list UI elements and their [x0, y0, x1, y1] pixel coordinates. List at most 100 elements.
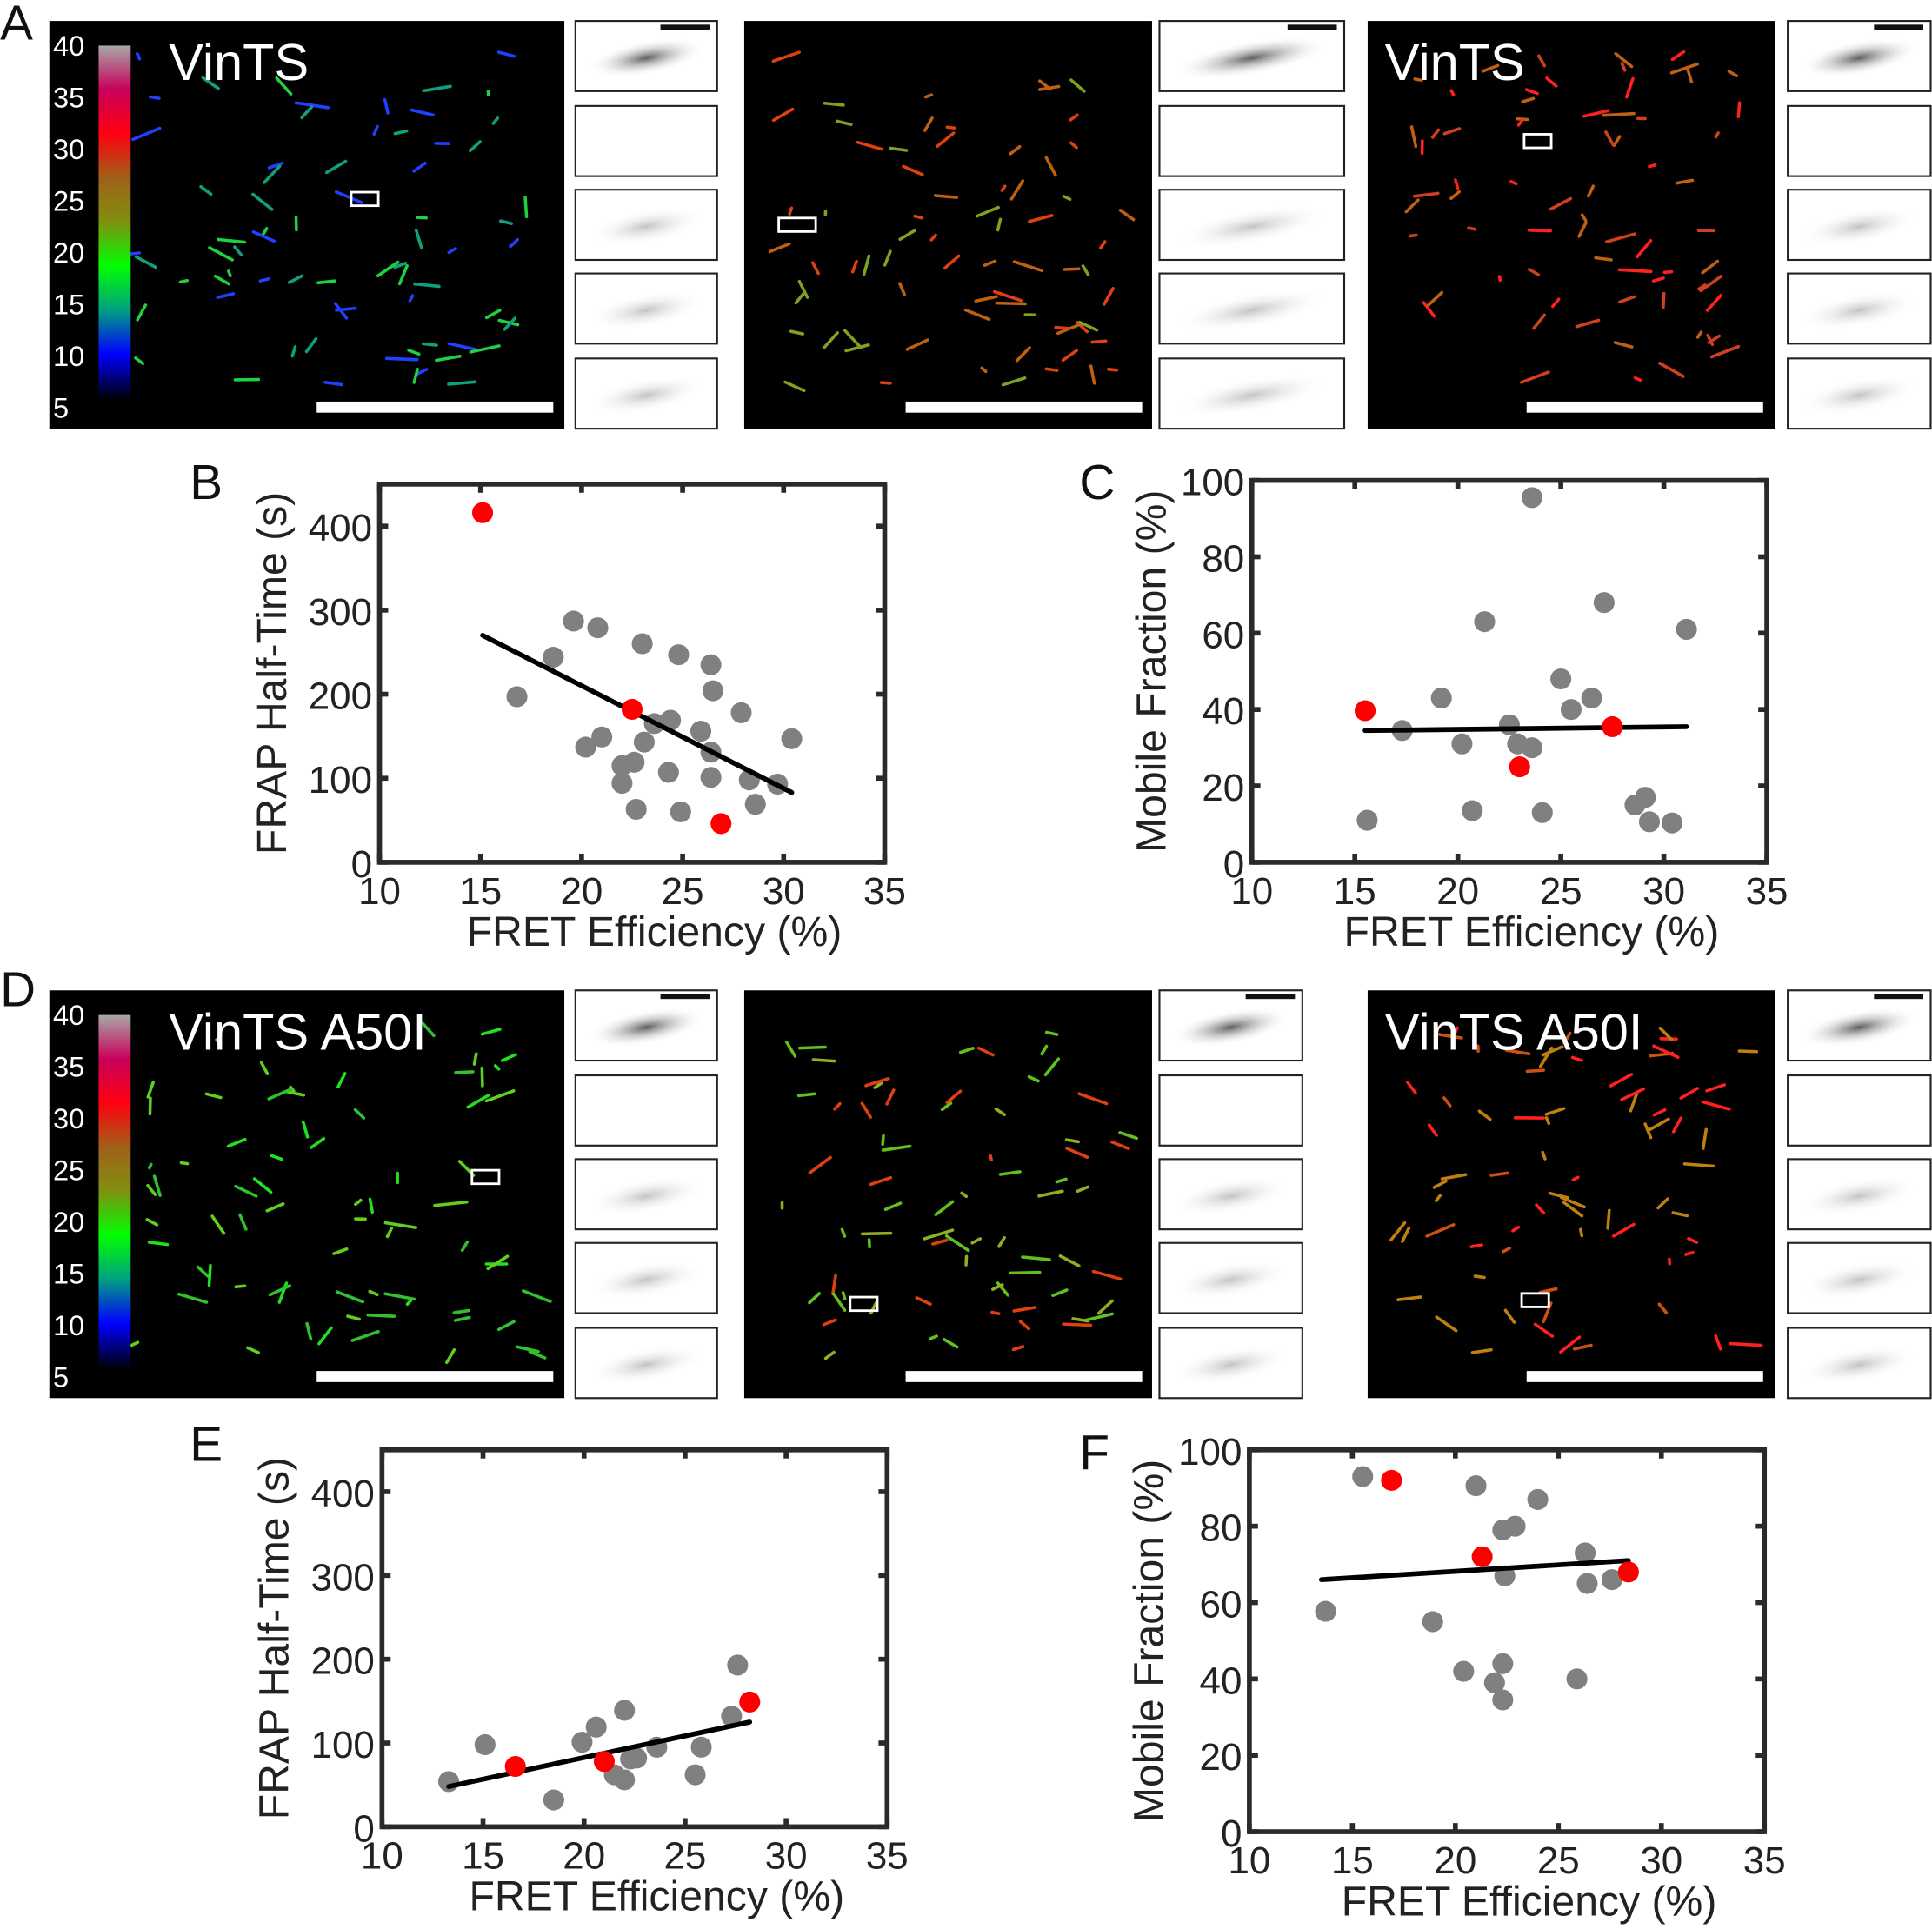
adhesion-streak — [447, 247, 457, 255]
adhesion-streak — [204, 1092, 223, 1100]
adhesion-streak — [290, 345, 297, 358]
data-point-red — [710, 813, 732, 835]
adhesion-streak — [1409, 125, 1418, 149]
adhesion-streak — [823, 1350, 836, 1360]
data-point-gray — [575, 736, 596, 758]
colorbar-tick-label: 25 — [53, 184, 84, 216]
adhesion-streak — [134, 356, 145, 366]
adhesion-streak — [1404, 198, 1420, 214]
adhesion-streak — [383, 97, 390, 115]
adhesion-streak — [199, 184, 213, 196]
adhesion-signal — [1171, 1260, 1290, 1300]
adhesion-streak — [980, 366, 988, 374]
adhesion-signal — [587, 1007, 705, 1048]
adhesion-streak — [993, 289, 1023, 303]
adhesion-streak — [252, 1177, 273, 1194]
x-tick-label: 25 — [1540, 870, 1582, 913]
data-point-gray — [1638, 811, 1661, 833]
adhesion-streak — [246, 1346, 260, 1354]
adhesion-streak — [414, 228, 423, 249]
data-point-gray — [668, 644, 690, 666]
adhesion-streak — [433, 1200, 469, 1207]
adhesion-streak — [945, 125, 956, 130]
adhesion-streak — [1612, 135, 1622, 147]
adhesion-streak — [522, 1289, 552, 1303]
adhesion-streak — [346, 1314, 361, 1321]
adhesion-streak — [323, 380, 344, 387]
data-point-red — [1471, 1546, 1493, 1567]
y-tick-label: 40 — [1200, 1660, 1242, 1702]
colorbar-tick-label: 25 — [53, 1154, 84, 1186]
adhesion-streak — [1118, 209, 1136, 222]
y-tick-label: 0 — [1223, 843, 1244, 886]
adhesion-streak — [368, 1197, 375, 1214]
adhesion-streak — [997, 1235, 1006, 1248]
y-tick-label: 400 — [311, 1473, 375, 1515]
frap-thumbnail — [574, 104, 718, 177]
y-axis-label: FRAP Half-Time (s) — [249, 492, 296, 855]
y-tick-label: 200 — [311, 1640, 375, 1683]
adhesion-streak — [445, 1348, 456, 1365]
x-tick-label: 25 — [1537, 1839, 1580, 1882]
adhesion-streak — [1037, 1189, 1064, 1198]
data-point-red — [1509, 756, 1530, 778]
y-tick-label: 0 — [351, 843, 372, 886]
adhesion-streak — [1018, 1320, 1030, 1331]
adhesion-streak — [1579, 1227, 1584, 1238]
x-tick-label: 35 — [1743, 1839, 1786, 1882]
colorbar-tick-label: 35 — [53, 1050, 84, 1082]
frap-thumbnail — [1158, 1074, 1303, 1147]
adhesion-streak — [486, 1254, 510, 1271]
data-point-gray — [670, 801, 691, 822]
roi-box — [350, 190, 380, 208]
adhesion-streak — [1652, 1044, 1680, 1060]
adhesion-streak — [1062, 195, 1072, 201]
colorbar-ticks: 40 35 30 25 20 15 10 5 40 35 30 25 20 15 10 5 — [53, 30, 84, 1394]
data-point-gray — [657, 762, 679, 783]
adhesion-streak — [902, 164, 924, 176]
data-point-gray — [1662, 812, 1683, 834]
adhesion-signal — [1175, 289, 1329, 333]
data-point-gray — [1531, 802, 1553, 823]
adhesion-streak — [177, 1292, 209, 1304]
adhesion-streak — [1401, 1226, 1411, 1243]
adhesion-streak — [1012, 1306, 1037, 1313]
data-point-gray — [631, 633, 653, 655]
adhesion-streak — [1110, 1140, 1130, 1151]
adhesion-streak — [412, 368, 419, 384]
colorbar-tick-label: 15 — [53, 288, 84, 320]
adhesion-streak — [1737, 1049, 1759, 1054]
adhesion-streak — [1541, 1045, 1564, 1057]
adhesion-streak — [1657, 1302, 1669, 1314]
adhesion-streak — [1570, 1055, 1583, 1062]
adhesion-streak — [1011, 1345, 1025, 1352]
adhesion-streak — [491, 116, 500, 125]
data-point-gray — [700, 767, 722, 788]
data-point-gray — [1521, 737, 1542, 759]
data-point-gray — [1527, 1488, 1549, 1510]
y-tick-label: 100 — [1178, 1431, 1242, 1473]
adhesion-streak — [1613, 341, 1634, 349]
adhesion-streak — [1609, 1073, 1634, 1088]
image-title: VinTS — [1385, 33, 1525, 91]
adhesion-streak — [1054, 325, 1070, 330]
adhesion-streak — [1096, 1299, 1114, 1315]
data-point-red — [1381, 1469, 1402, 1491]
adhesion-streak — [393, 129, 409, 136]
adhesion-streak — [1636, 238, 1653, 259]
adhesion-streak — [823, 101, 845, 107]
adhesion-streak — [408, 294, 415, 303]
adhesion-streak — [435, 354, 462, 363]
adhesion-streak — [1449, 190, 1462, 201]
adhesion-streak — [958, 1047, 975, 1054]
adhesion-streak — [1571, 1175, 1580, 1181]
data-point-gray — [1576, 1573, 1598, 1594]
x-tick-label: 30 — [1642, 870, 1685, 913]
x-tick-label: 15 — [462, 1835, 504, 1878]
adhesion-streak — [885, 1088, 896, 1106]
adhesion-streak — [1044, 1030, 1059, 1036]
data-point-gray — [700, 654, 722, 675]
data-point-gray — [690, 1736, 712, 1758]
data-point-gray — [1492, 1653, 1514, 1674]
